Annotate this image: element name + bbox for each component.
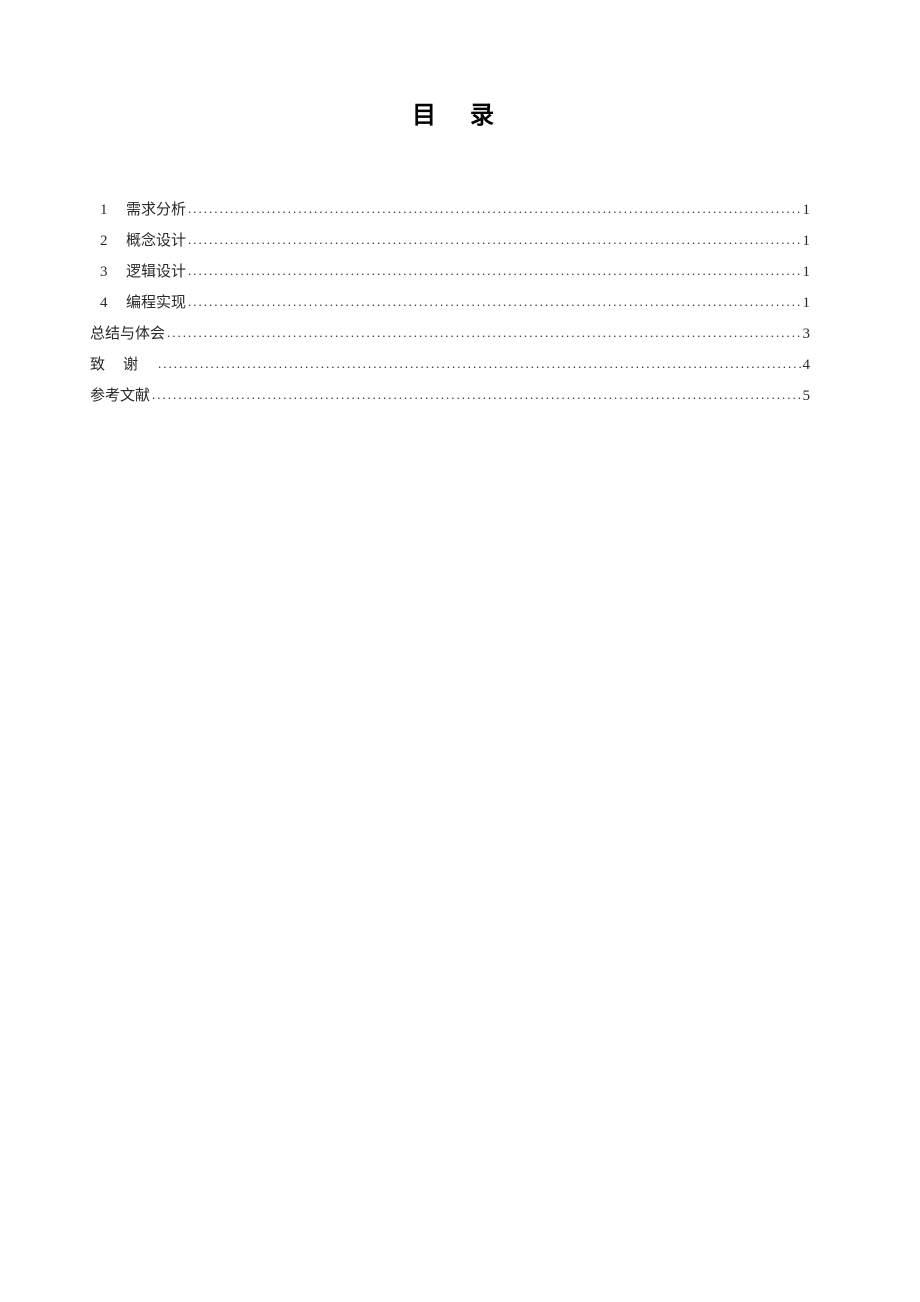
toc-entry-label: 总结与体会 [90, 324, 165, 345]
toc-entry: 参考文献 ...................................… [90, 386, 810, 407]
toc-entry-page: 3 [803, 324, 811, 345]
toc-entry-label: 需求分析 [126, 200, 186, 221]
toc-entry-page: 1 [803, 231, 811, 252]
toc-entry-number: 3 [100, 262, 126, 283]
toc-title: 目 录 [90, 95, 830, 130]
toc-entry-label: 参考文献 [90, 386, 150, 407]
toc-entry-page: 1 [803, 293, 811, 314]
toc-leader-dots: ........................................… [186, 200, 802, 218]
toc-leader-dots: ........................................… [186, 231, 802, 249]
toc-entry-page: 1 [803, 262, 811, 283]
toc-entry-label: 编程实现 [126, 293, 186, 314]
toc-entry-page: 4 [803, 355, 811, 376]
toc-entry-label: 致谢 [90, 355, 156, 376]
toc-entry: 致谢 .....................................… [90, 355, 810, 376]
toc-entry-number: 1 [100, 200, 126, 221]
toc-leader-dots: ........................................… [165, 324, 802, 342]
toc-entry-number: 4 [100, 293, 126, 314]
document-page: 目 录 1 需求分析 .............................… [0, 0, 920, 407]
toc-entry-number: 2 [100, 231, 126, 252]
toc-entry: 总结与体会 ..................................… [90, 324, 810, 345]
toc-leader-dots: ........................................… [186, 262, 802, 280]
toc-leader-dots: ........................................… [150, 386, 802, 404]
table-of-contents: 1 需求分析 .................................… [90, 200, 830, 407]
toc-entry-page: 5 [803, 386, 811, 407]
toc-entry-label: 概念设计 [126, 231, 186, 252]
toc-entry-page: 1 [803, 200, 811, 221]
toc-entry: 2 概念设计 .................................… [90, 231, 810, 252]
toc-entry: 3 逻辑设计 .................................… [90, 262, 810, 283]
toc-leader-dots: ........................................… [156, 355, 802, 373]
toc-entry: 1 需求分析 .................................… [90, 200, 810, 221]
toc-leader-dots: ........................................… [186, 293, 802, 311]
toc-entry: 4 编程实现 .................................… [90, 293, 810, 314]
toc-entry-label: 逻辑设计 [126, 262, 186, 283]
